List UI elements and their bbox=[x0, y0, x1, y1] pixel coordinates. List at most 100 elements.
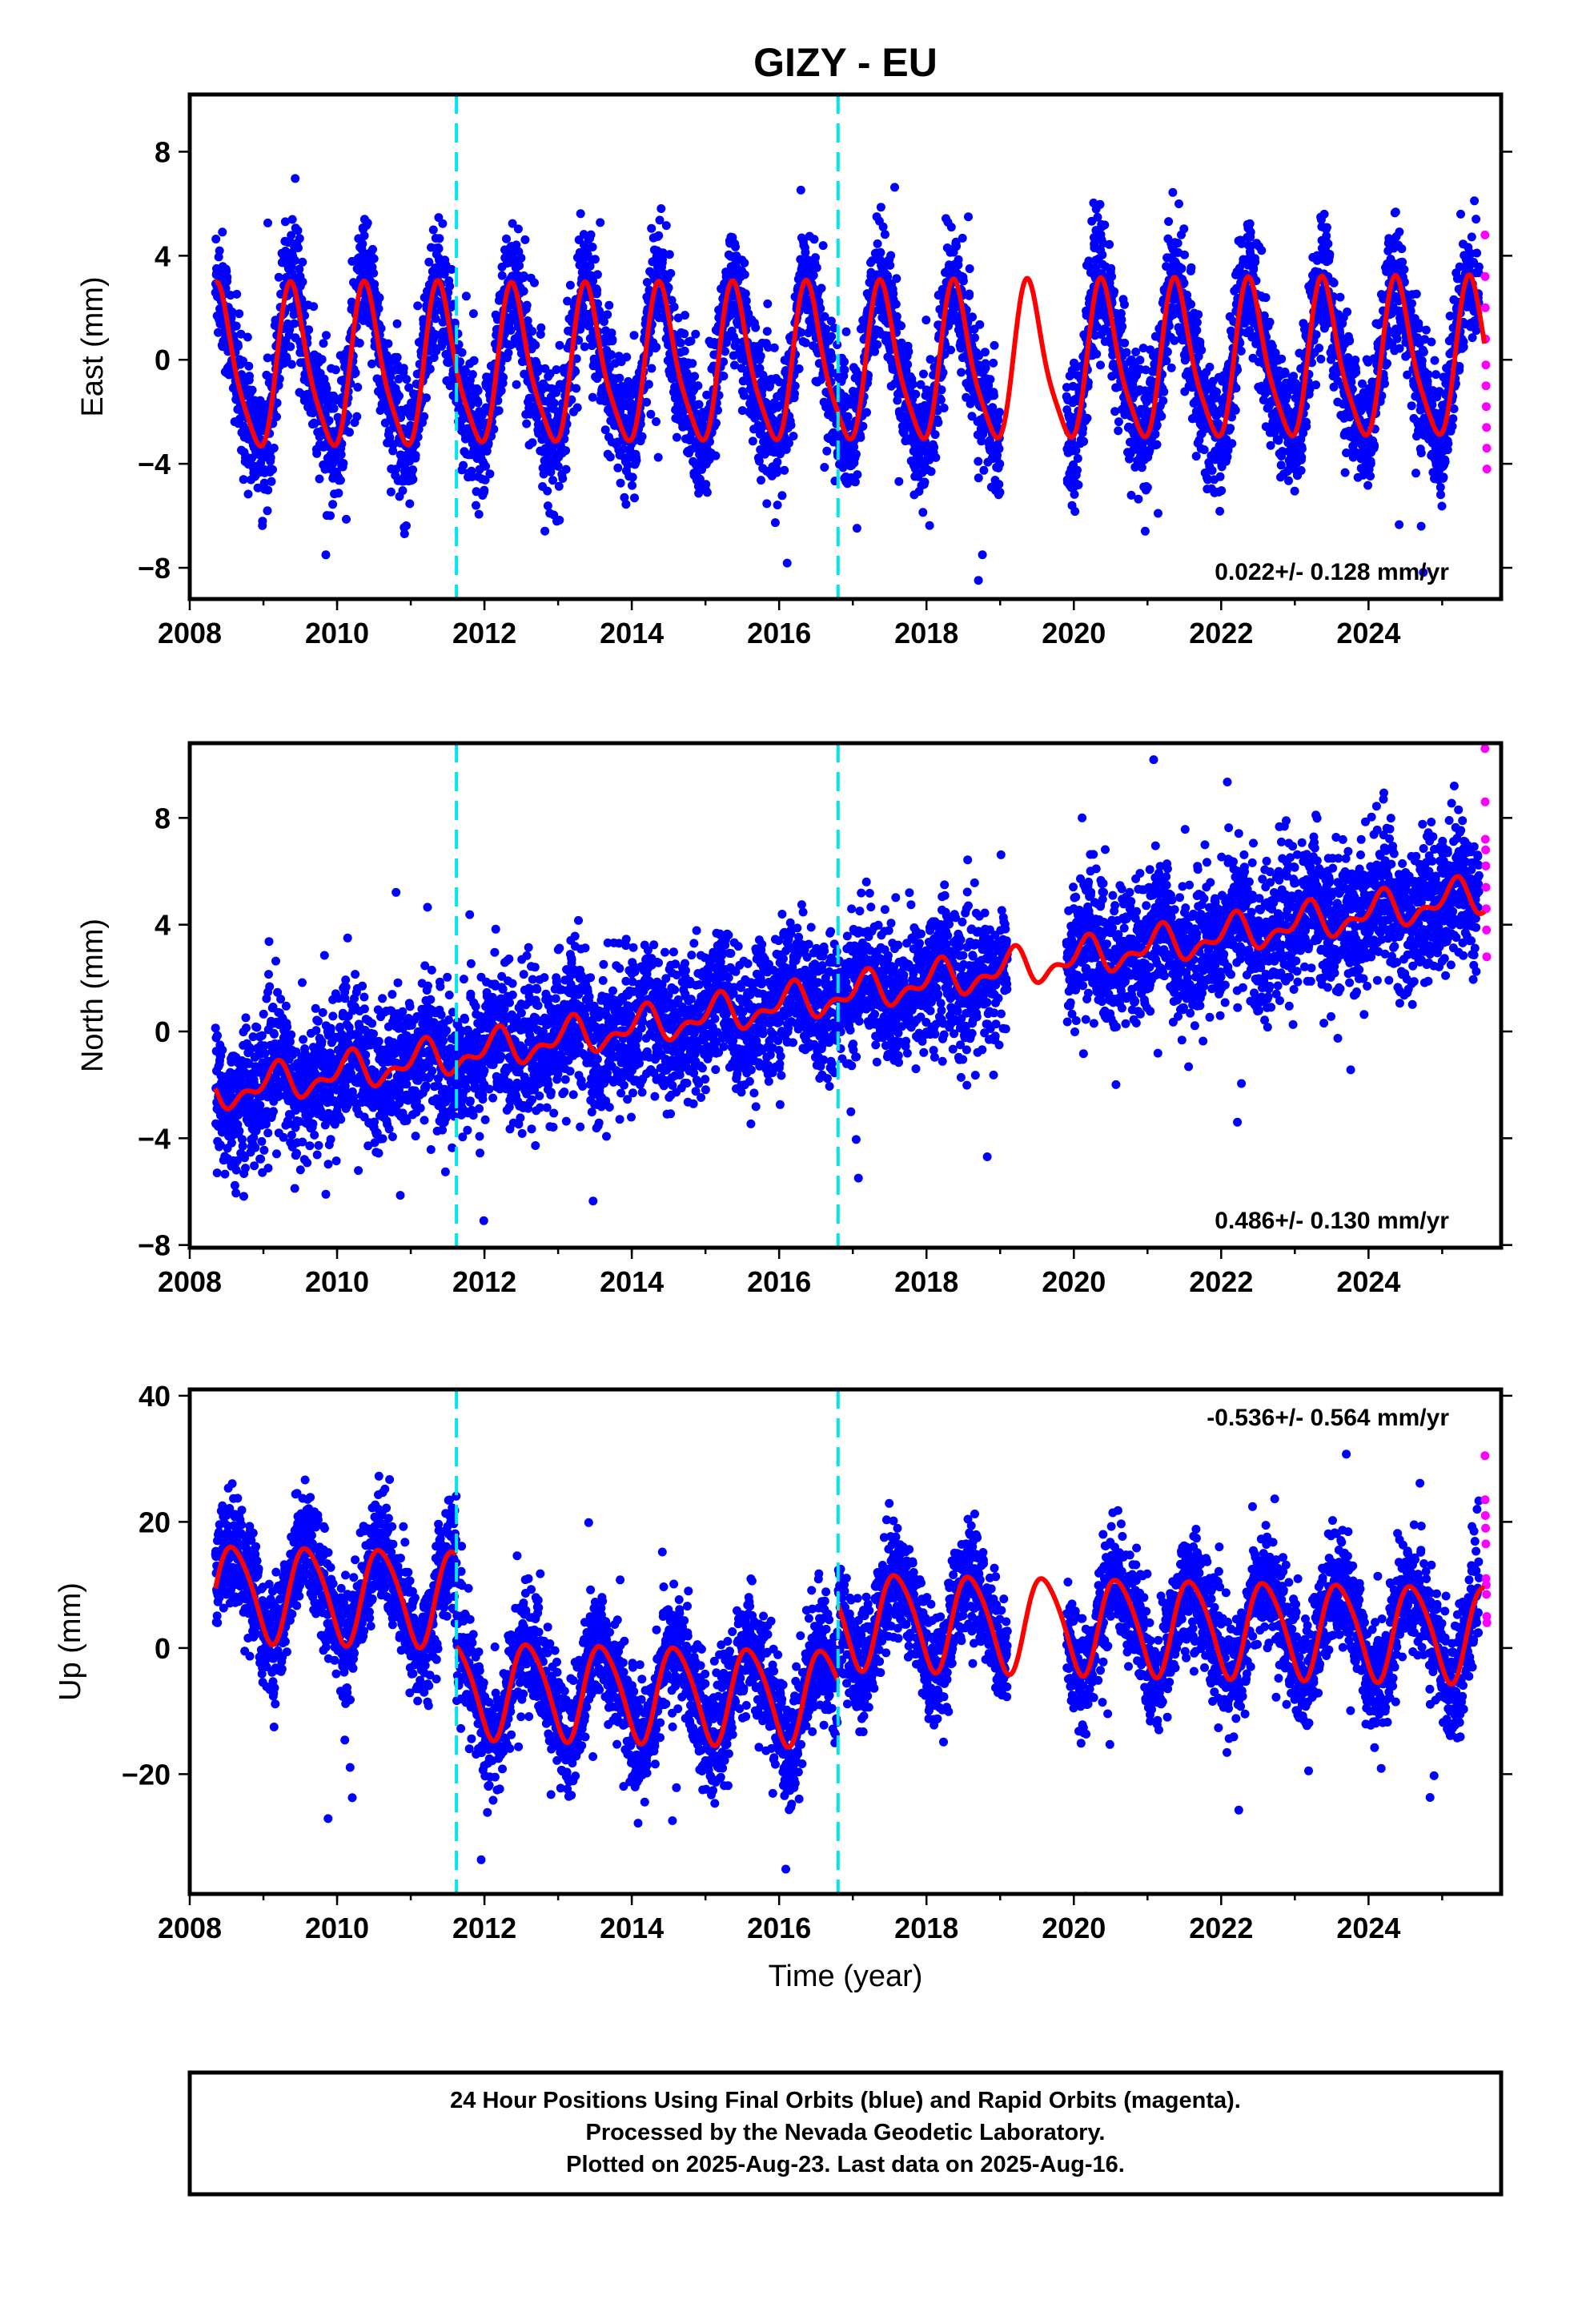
final-orbit-point bbox=[1070, 489, 1079, 499]
final-orbit-point bbox=[892, 274, 901, 283]
final-orbit-point bbox=[468, 370, 477, 380]
final-orbit-point bbox=[227, 308, 237, 316]
final-orbit-point bbox=[342, 514, 351, 524]
final-orbit-point bbox=[211, 235, 221, 243]
final-orbit-point bbox=[1070, 507, 1080, 517]
final-orbit-point bbox=[629, 331, 639, 340]
final-orbit-point bbox=[1186, 263, 1196, 272]
final-orbit-point bbox=[740, 258, 749, 267]
final-orbit-point bbox=[856, 432, 865, 442]
final-orbit-point bbox=[918, 508, 928, 517]
final-orbit-point bbox=[979, 465, 989, 475]
final-orbit-point bbox=[369, 254, 379, 263]
final-orbit-point bbox=[672, 432, 681, 442]
final-orbit-point bbox=[990, 340, 999, 350]
final-orbit-point bbox=[1110, 287, 1119, 296]
final-orbit-point bbox=[652, 343, 661, 352]
final-orbit-point bbox=[841, 327, 851, 336]
final-orbit-point bbox=[878, 222, 888, 231]
final-orbit-point bbox=[903, 360, 913, 369]
final-orbit-point bbox=[496, 386, 506, 396]
final-orbit-point bbox=[1073, 454, 1082, 463]
final-orbit-point bbox=[782, 558, 792, 568]
final-orbit-point bbox=[965, 264, 974, 273]
final-orbit-point bbox=[1120, 338, 1130, 348]
final-orbit-point bbox=[438, 219, 448, 228]
final-orbit-point bbox=[232, 289, 242, 299]
final-orbit-point bbox=[1215, 506, 1225, 516]
final-orbit-point bbox=[1227, 439, 1237, 448]
final-orbit-point bbox=[1154, 509, 1162, 518]
final-orbit-point bbox=[370, 279, 379, 289]
final-orbit-point bbox=[818, 241, 828, 251]
final-orbit-point bbox=[1265, 317, 1275, 327]
final-orbit-point bbox=[312, 448, 322, 458]
final-orbit-point bbox=[637, 432, 647, 441]
final-orbit-point bbox=[607, 350, 616, 360]
final-orbit-point bbox=[801, 247, 810, 257]
final-orbit-point bbox=[1191, 452, 1201, 461]
final-orbit-point bbox=[989, 358, 998, 368]
final-orbit-point bbox=[876, 247, 885, 257]
final-orbit-point bbox=[336, 450, 346, 460]
final-orbit-point bbox=[926, 467, 936, 476]
final-orbit-point bbox=[694, 400, 704, 409]
final-orbit-point bbox=[894, 476, 904, 486]
final-orbit-point bbox=[329, 404, 339, 413]
final-orbit-point bbox=[840, 357, 849, 367]
final-orbit-point bbox=[995, 488, 1005, 497]
final-orbit-point bbox=[1194, 310, 1203, 320]
final-orbit-point bbox=[1180, 250, 1189, 259]
final-orbit-point bbox=[291, 174, 300, 183]
final-orbit-point bbox=[247, 453, 257, 463]
final-orbit-point bbox=[328, 500, 338, 509]
final-orbit-point bbox=[1162, 356, 1171, 365]
final-orbit-point bbox=[363, 218, 372, 227]
final-orbit-point bbox=[247, 385, 257, 395]
final-orbit-point bbox=[263, 506, 272, 516]
final-orbit-point bbox=[543, 501, 552, 511]
final-orbit-point bbox=[1215, 472, 1225, 481]
final-orbit-point bbox=[958, 276, 968, 286]
final-orbit-point bbox=[480, 485, 489, 495]
final-orbit-point bbox=[603, 310, 612, 320]
final-orbit-point bbox=[1105, 239, 1114, 249]
final-orbit-point bbox=[995, 459, 1005, 468]
final-orbit-point bbox=[519, 287, 528, 296]
final-orbit-point bbox=[757, 476, 765, 485]
final-orbit-point bbox=[233, 342, 243, 351]
final-orbit-point bbox=[920, 477, 930, 487]
final-orbit-point bbox=[1226, 424, 1235, 433]
final-orbit-point bbox=[494, 406, 504, 416]
final-orbit-point bbox=[345, 428, 354, 437]
final-orbit-point bbox=[974, 576, 983, 585]
final-orbit-point bbox=[504, 348, 513, 358]
final-orbit-point bbox=[368, 244, 377, 254]
final-orbit-point bbox=[499, 372, 508, 382]
final-orbit-point bbox=[693, 381, 703, 391]
final-orbit-point bbox=[762, 327, 772, 336]
final-orbit-point bbox=[811, 253, 820, 263]
final-orbit-point bbox=[294, 243, 303, 252]
final-orbit-point bbox=[731, 242, 740, 251]
final-orbit-point bbox=[964, 212, 973, 222]
final-orbit-point bbox=[287, 231, 296, 240]
final-orbit-point bbox=[447, 264, 456, 274]
final-orbit-point bbox=[280, 217, 290, 227]
final-orbit-point bbox=[290, 319, 299, 328]
final-orbit-point bbox=[317, 355, 327, 364]
final-orbit-point bbox=[921, 316, 931, 325]
final-orbit-point bbox=[469, 356, 479, 365]
final-orbit-point bbox=[287, 360, 296, 369]
final-orbit-point bbox=[615, 373, 624, 383]
final-orbit-point bbox=[1166, 363, 1176, 372]
final-orbit-point bbox=[930, 430, 940, 440]
final-orbit-point bbox=[1131, 348, 1141, 356]
final-orbit-point bbox=[231, 321, 241, 331]
final-orbit-point bbox=[485, 469, 495, 479]
final-orbit-point bbox=[272, 412, 281, 421]
final-orbit-point bbox=[763, 299, 773, 308]
final-orbit-point bbox=[1179, 224, 1189, 234]
final-orbit-point bbox=[588, 243, 597, 251]
final-orbit-point bbox=[666, 268, 676, 278]
